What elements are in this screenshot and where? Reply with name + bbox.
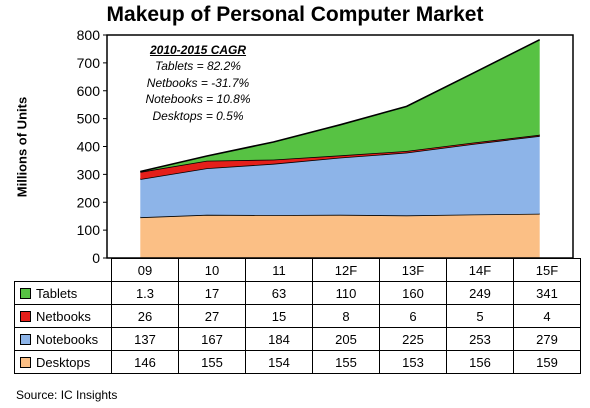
- y-tick-label: 0: [92, 250, 100, 266]
- x-tick-label: 11: [245, 258, 313, 282]
- data-label: 63: [245, 281, 313, 305]
- data-label: 253: [446, 327, 514, 351]
- source-note: Source: IC Insights: [16, 388, 118, 402]
- data-label: 110: [312, 281, 380, 305]
- y-tick-label: 500: [77, 111, 101, 127]
- cagr-title: 2010-2015 CAGR: [149, 43, 247, 57]
- x-tick-label: 14F: [446, 258, 514, 282]
- data-label: 341: [513, 281, 581, 305]
- table-corner: [14, 258, 112, 282]
- x-tick-label: 09: [111, 258, 179, 282]
- x-tick-label: 13F: [379, 258, 447, 282]
- data-label: 4: [513, 304, 581, 328]
- y-tick-label: 100: [77, 222, 101, 238]
- legend-label: Tablets: [36, 285, 78, 301]
- data-label: 205: [312, 327, 380, 351]
- cagr-annotation: 2010-2015 CAGR Tablets = 82.2% Netbooks …: [140, 42, 256, 124]
- data-label: 137: [111, 327, 179, 351]
- y-tick-label: 200: [77, 194, 101, 210]
- y-tick-label: 800: [77, 27, 101, 43]
- legend-entry: Desktops: [14, 350, 112, 374]
- data-label: 160: [379, 281, 447, 305]
- data-label: 15: [245, 304, 313, 328]
- data-label: 146: [111, 350, 179, 374]
- data-label: 5: [446, 304, 514, 328]
- legend-label: Notebooks: [36, 331, 99, 347]
- y-tick-label: 400: [77, 139, 101, 155]
- data-label: 155: [178, 350, 246, 374]
- cagr-line: Desktops = 0.5%: [152, 108, 244, 123]
- data-label: 17: [178, 281, 246, 305]
- y-tick-label: 700: [77, 55, 101, 71]
- table-row: Netbooks 26 27 15 8 6 5 4: [14, 304, 581, 328]
- area-desktops: [140, 213, 540, 258]
- y-tick-label: 300: [77, 166, 101, 182]
- legend-swatch: [20, 356, 31, 368]
- table-header-row: 09 10 11 12F 13F 14F 15F: [14, 258, 581, 282]
- data-label: 155: [312, 350, 380, 374]
- cagr-line: Tablets = 82.2%: [155, 59, 241, 74]
- data-label: 8: [312, 304, 380, 328]
- data-label: 225: [379, 327, 447, 351]
- data-label: 6: [379, 304, 447, 328]
- table-row: Notebooks 137 167 184 205 225 253 279: [14, 327, 581, 351]
- legend-entry: Tablets: [14, 281, 112, 305]
- data-label: 167: [178, 327, 246, 351]
- legend-swatch: [20, 333, 31, 345]
- area-edge-tablets: [140, 38, 541, 173]
- area-notebooks: [140, 135, 540, 218]
- data-label: 249: [446, 281, 514, 305]
- legend-swatch: [20, 310, 31, 322]
- cagr-line: Netbooks = -31.7%: [146, 75, 250, 90]
- data-label: 153: [379, 350, 447, 374]
- x-tick-label: 12F: [312, 258, 380, 282]
- data-table: 09 10 11 12F 13F 14F 15F Tablets 1.3 17 63 110 160 24…: [14, 258, 581, 374]
- table-row: Desktops 146 155 154 155 153 156 159: [14, 350, 581, 374]
- table-row: Tablets 1.3 17 63 110 160 249 341: [14, 281, 581, 305]
- data-label: 184: [245, 327, 313, 351]
- y-tick-label: 600: [77, 83, 101, 99]
- x-tick-label: 15F: [513, 258, 581, 282]
- legend-swatch: [20, 287, 31, 299]
- legend-label: Netbooks: [36, 308, 91, 324]
- chart-title: Makeup of Personal Computer Market: [106, 3, 484, 26]
- cagr-line: Notebooks = 10.8%: [145, 92, 251, 107]
- data-label: 26: [111, 304, 179, 328]
- area-netbooks: [140, 134, 540, 180]
- data-label: 279: [513, 327, 581, 351]
- area-tablets: [140, 39, 540, 172]
- legend-entry: Notebooks: [14, 327, 112, 351]
- data-label: 159: [513, 350, 581, 374]
- data-label: 27: [178, 304, 246, 328]
- data-label: 156: [446, 350, 514, 374]
- legend-entry: Netbooks: [14, 304, 112, 328]
- data-label: 154: [245, 350, 313, 374]
- x-tick-label: 10: [178, 258, 246, 282]
- legend-label: Desktops: [36, 354, 91, 370]
- data-label: 1.3: [111, 281, 179, 305]
